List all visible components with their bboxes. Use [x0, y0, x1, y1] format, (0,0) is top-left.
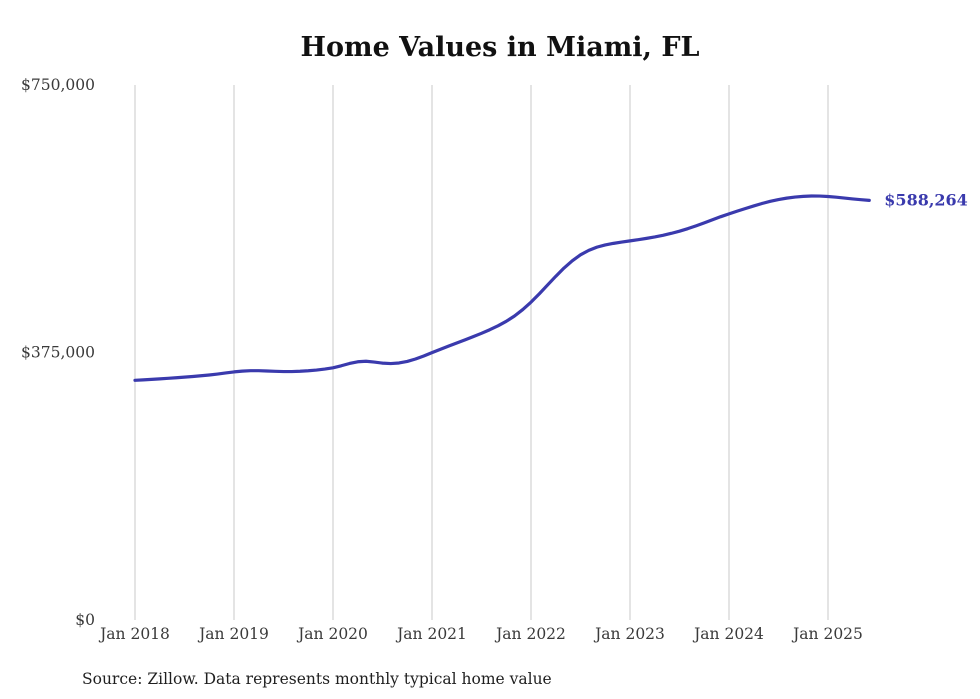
y-tick-label: $0: [75, 611, 95, 629]
source-note: Source: Zillow. Data represents monthly …: [82, 670, 552, 688]
x-tick-label: Jan 2022: [494, 625, 566, 643]
y-tick-label: $375,000: [21, 344, 95, 362]
x-tick-label: Jan 2025: [791, 625, 863, 643]
x-tick-label: Jan 2020: [296, 625, 368, 643]
end-value-label: $588,264: [884, 190, 968, 209]
x-tick-label: Jan 2018: [98, 625, 170, 643]
home-value-line: [133, 194, 871, 382]
y-tick-label: $750,000: [21, 76, 95, 94]
x-tick-label: Jan 2019: [197, 625, 269, 643]
chart-title: Home Values in Miami, FL: [300, 32, 699, 63]
x-tick-label: Jan 2021: [395, 625, 467, 643]
y-axis-labels: $0 $375,000 $750,000: [21, 76, 95, 629]
x-tick-label: Jan 2024: [692, 625, 764, 643]
x-tick-label: Jan 2023: [593, 625, 665, 643]
gridlines: [134, 85, 829, 620]
x-axis-labels: Jan 2018 Jan 2019 Jan 2020 Jan 2021 Jan 2022…: [98, 625, 863, 643]
